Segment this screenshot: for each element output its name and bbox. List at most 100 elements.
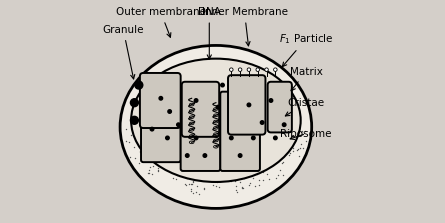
Point	[136, 138, 143, 142]
Point	[228, 92, 235, 96]
Point	[266, 107, 273, 110]
Point	[198, 158, 205, 161]
Point	[165, 116, 172, 120]
Point	[254, 144, 261, 148]
Circle shape	[194, 99, 198, 102]
Point	[288, 105, 295, 109]
FancyBboxPatch shape	[267, 82, 292, 132]
Circle shape	[239, 68, 242, 71]
Text: Granule: Granule	[103, 25, 144, 79]
Point	[235, 153, 243, 157]
Point	[200, 70, 207, 74]
Point	[244, 146, 251, 150]
Point	[291, 126, 298, 129]
Point	[165, 105, 172, 109]
Circle shape	[186, 154, 189, 157]
Point	[190, 99, 197, 102]
Point	[219, 146, 226, 150]
Point	[270, 109, 277, 113]
Point	[255, 85, 262, 89]
Point	[155, 163, 162, 166]
Point	[220, 163, 227, 167]
Point	[267, 115, 275, 118]
Point	[281, 132, 288, 135]
Point	[214, 163, 222, 167]
Point	[225, 85, 232, 88]
Point	[212, 184, 219, 188]
Point	[292, 130, 299, 134]
Point	[206, 118, 214, 122]
Point	[175, 99, 182, 103]
Point	[239, 185, 246, 189]
Point	[215, 113, 222, 116]
Point	[210, 94, 218, 97]
Point	[242, 99, 249, 103]
Point	[281, 100, 288, 103]
Point	[216, 130, 223, 134]
Point	[212, 76, 219, 80]
Point	[146, 132, 153, 135]
Point	[275, 173, 282, 176]
Point	[173, 124, 180, 128]
Point	[173, 162, 180, 166]
Point	[192, 91, 199, 95]
Point	[270, 91, 277, 95]
Point	[251, 185, 259, 188]
Point	[218, 149, 225, 153]
Point	[263, 118, 270, 122]
Point	[154, 132, 161, 135]
Point	[286, 119, 293, 123]
Point	[211, 117, 218, 120]
Point	[216, 159, 223, 163]
Point	[187, 187, 194, 190]
Point	[181, 136, 188, 140]
Point	[231, 153, 238, 157]
Point	[176, 96, 183, 100]
Point	[196, 73, 203, 76]
Ellipse shape	[131, 59, 301, 182]
Point	[239, 128, 246, 131]
Point	[208, 154, 215, 158]
Point	[181, 151, 188, 154]
Point	[224, 111, 231, 115]
Point	[171, 147, 178, 151]
Point	[175, 149, 182, 152]
Point	[268, 156, 275, 159]
Point	[170, 78, 177, 82]
Point	[214, 173, 222, 177]
Point	[267, 161, 275, 165]
Point	[168, 154, 175, 158]
Point	[161, 87, 168, 91]
Point	[180, 71, 187, 75]
Point	[251, 106, 259, 110]
Point	[224, 137, 231, 140]
Point	[201, 90, 208, 94]
Point	[157, 161, 164, 164]
Point	[217, 92, 224, 96]
Point	[227, 179, 234, 182]
Point	[259, 116, 266, 120]
Point	[215, 156, 222, 160]
Point	[289, 146, 296, 149]
Point	[277, 168, 284, 172]
Point	[193, 124, 200, 127]
Point	[198, 137, 206, 141]
Point	[239, 70, 247, 74]
Point	[233, 97, 240, 101]
Point	[172, 141, 179, 145]
Point	[188, 81, 195, 85]
Point	[284, 104, 291, 108]
Point	[214, 93, 221, 96]
Point	[278, 161, 285, 165]
Point	[245, 129, 252, 133]
Point	[286, 130, 293, 134]
Point	[251, 159, 258, 163]
Point	[162, 89, 169, 93]
Point	[219, 78, 226, 82]
Point	[153, 123, 160, 126]
Point	[164, 157, 171, 160]
Point	[199, 112, 206, 116]
Point	[142, 122, 150, 126]
Point	[142, 120, 150, 124]
Point	[210, 123, 217, 126]
